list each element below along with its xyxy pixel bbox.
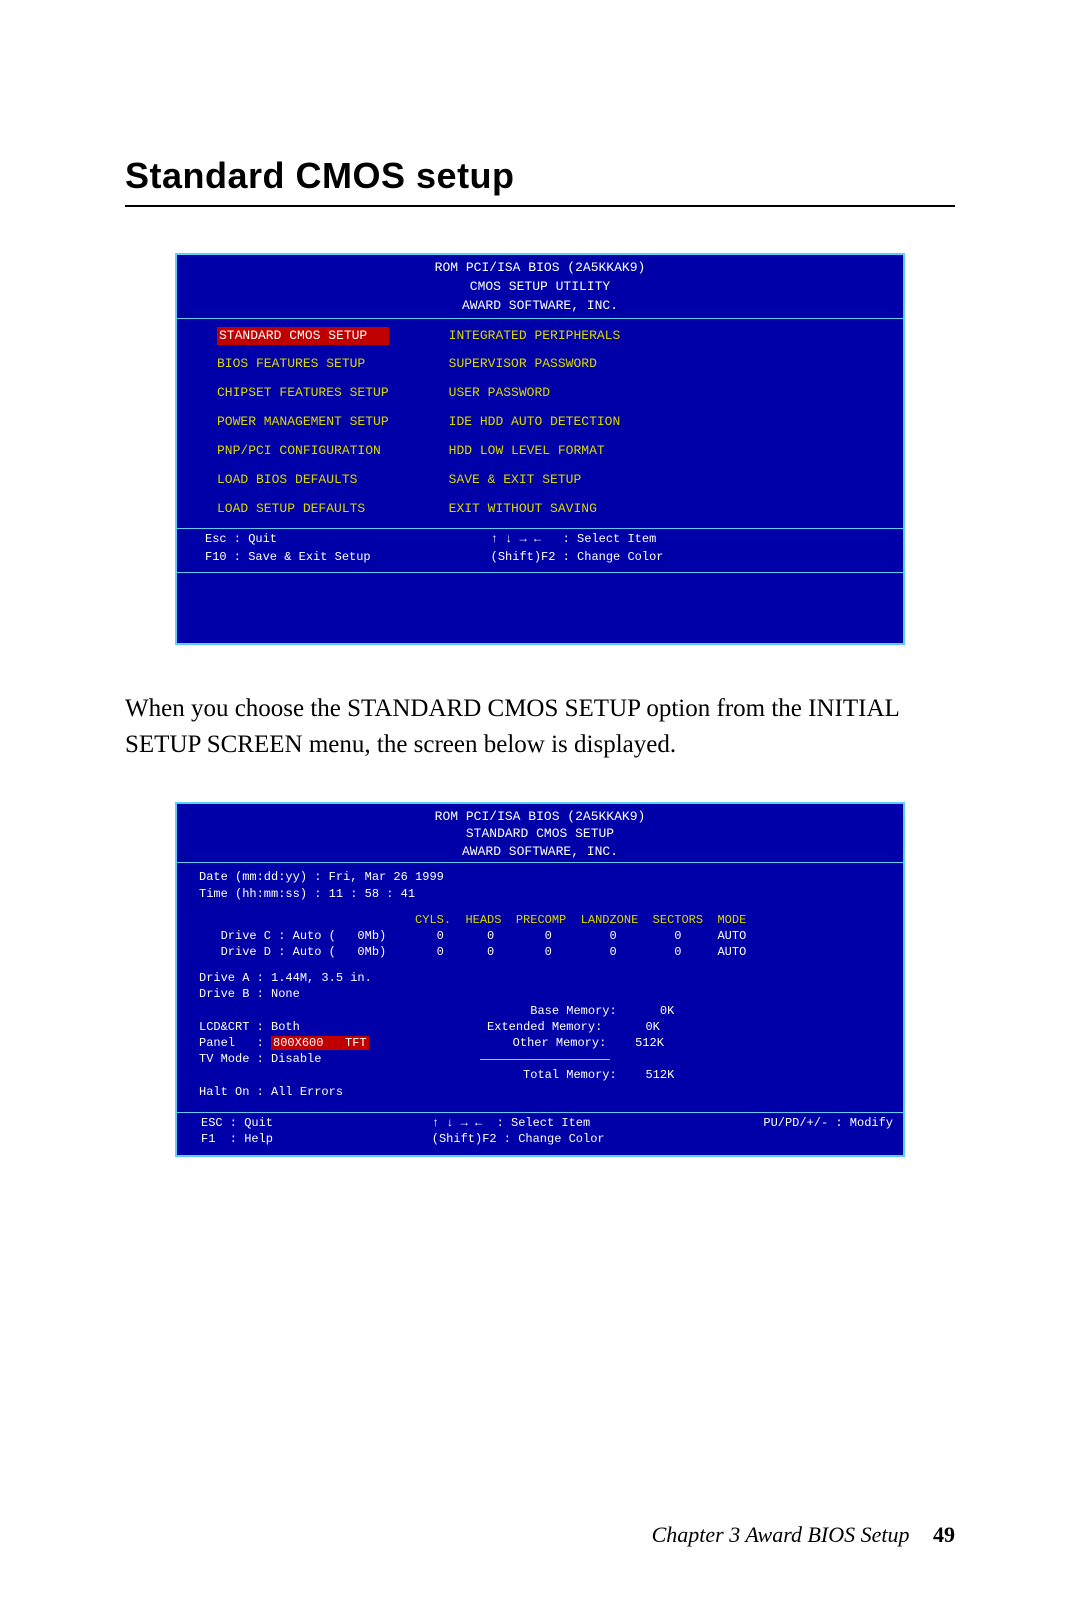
footer-chapter: Chapter 3 Award BIOS Setup — [652, 1522, 910, 1547]
bios2-panel-row: Panel : 800X600 TFT Other Memory: 512K — [199, 1035, 881, 1051]
bios2-drive-d[interactable]: Drive D : Auto ( 0Mb) 0 0 0 0 0 AUTO — [199, 944, 881, 960]
bios1-item-power[interactable]: POWER MANAGEMENT SETUP — [217, 413, 389, 432]
footer-page-number: 49 — [933, 1522, 955, 1547]
bios2-drive-b[interactable]: Drive B : None — [199, 986, 881, 1002]
bios1-item-standard-cmos[interactable]: STANDARD CMOS SETUP — [217, 327, 389, 346]
bios1-left-column: STANDARD CMOS SETUP BIOS FEATURES SETUP … — [217, 327, 389, 519]
bios1-item-save-exit[interactable]: SAVE & EXIT SETUP — [449, 471, 621, 490]
bios-cmos-detail-screenshot: ROM PCI/ISA BIOS (2A5KKAK9) STANDARD CMO… — [175, 802, 905, 1157]
bios2-help-left: ESC : Quit F1 : Help — [201, 1115, 273, 1147]
body-paragraph: When you choose the STANDARD CMOS SETUP … — [125, 691, 955, 764]
bios1-help-left: Esc : Quit F10 : Save & Exit Setup — [205, 531, 371, 566]
bios1-item-ide-auto[interactable]: IDE HDD AUTO DETECTION — [449, 413, 621, 432]
bios2-header: ROM PCI/ISA BIOS (2A5KKAK9) STANDARD CMO… — [177, 804, 903, 863]
bios1-right-column: INTEGRATED PERIPHERALS SUPERVISOR PASSWO… — [449, 327, 621, 519]
bios2-date-row: Date (mm:dd:yy) : Fri, Mar 26 1999 — [199, 869, 881, 885]
bios2-date-value[interactable]: Fri, Mar 26 1999 — [329, 870, 444, 884]
bios1-help-bar: Esc : Quit F10 : Save & Exit Setup ↑ ↓ →… — [177, 529, 903, 572]
bios2-lcd-crt[interactable]: LCD&CRT : Both — [199, 1020, 300, 1034]
bios2-header-l3: AWARD SOFTWARE, INC. — [177, 843, 903, 861]
page-footer: Chapter 3 Award BIOS Setup 49 — [652, 1522, 955, 1548]
bios2-time-label: Time (hh:mm:ss) : — [199, 887, 329, 901]
bios1-header-l1: ROM PCI/ISA BIOS (2A5KKAK9) — [177, 259, 903, 278]
bios1-header-l3: AWARD SOFTWARE, INC. — [177, 297, 903, 316]
bios2-help-right: PU/PD/+/- : Modify — [763, 1115, 893, 1147]
bios1-item-load-bios[interactable]: LOAD BIOS DEFAULTS — [217, 471, 389, 490]
bios1-item-user-pw[interactable]: USER PASSWORD — [449, 384, 621, 403]
page-heading: Standard CMOS setup — [125, 155, 955, 197]
bios1-item-exit-no-save[interactable]: EXIT WITHOUT SAVING — [449, 500, 621, 519]
bios1-item-integrated[interactable]: INTEGRATED PERIPHERALS — [449, 327, 621, 346]
bios2-panel-label: Panel : — [199, 1036, 271, 1050]
bios2-help-mid: ↑ ↓ → ← : Select Item (Shift)F2 : Change… — [432, 1115, 605, 1147]
bios2-time-value[interactable]: 11 : 58 : 41 — [329, 887, 415, 901]
bios1-item-supervisor[interactable]: SUPERVISOR PASSWORD — [449, 355, 621, 374]
bios2-mem-base: Base Memory: 0K — [199, 1003, 881, 1019]
bios2-date-label: Date (mm:dd:yy) : — [199, 870, 329, 884]
bios1-item-hdd-low[interactable]: HDD LOW LEVEL FORMAT — [449, 442, 621, 461]
bios2-content: Date (mm:dd:yy) : Fri, Mar 26 1999 Time … — [177, 863, 903, 1111]
bios1-item-bios-features[interactable]: BIOS FEATURES SETUP — [217, 355, 389, 374]
bios1-item-chipset[interactable]: CHIPSET FEATURES SETUP — [217, 384, 389, 403]
bios2-mem-separator — [480, 1059, 610, 1060]
bios2-halton[interactable]: Halt On : All Errors — [199, 1084, 881, 1100]
bios1-header-l2: CMOS SETUP UTILITY — [177, 278, 903, 297]
bios2-header-l1: ROM PCI/ISA BIOS (2A5KKAK9) — [177, 808, 903, 826]
bios2-drive-a[interactable]: Drive A : 1.44M, 3.5 in. — [199, 970, 881, 986]
bios2-time-row: Time (hh:mm:ss) : 11 : 58 : 41 — [199, 886, 881, 902]
bios2-lcd-crt-row: LCD&CRT : Both Extended Memory: 0K — [199, 1019, 881, 1035]
bios1-help-right: ↑ ↓ → ← : Select Item (Shift)F2 : Change… — [491, 531, 664, 566]
bios2-help-bar: ESC : Quit F1 : Help ↑ ↓ → ← : Select It… — [177, 1113, 903, 1155]
bios1-description-area — [177, 573, 903, 643]
bios1-item-load-setup[interactable]: LOAD SETUP DEFAULTS — [217, 500, 389, 519]
bios2-panel-value[interactable]: 800X600 TFT — [271, 1036, 369, 1050]
bios2-drive-c[interactable]: Drive C : Auto ( 0Mb) 0 0 0 0 0 AUTO — [199, 928, 881, 944]
bios-menu-screenshot: ROM PCI/ISA BIOS (2A5KKAK9) CMOS SETUP U… — [175, 253, 905, 645]
bios1-header: ROM PCI/ISA BIOS (2A5KKAK9) CMOS SETUP U… — [177, 255, 903, 318]
bios2-header-l2: STANDARD CMOS SETUP — [177, 825, 903, 843]
heading-rule — [125, 205, 955, 207]
bios1-item-pnp[interactable]: PNP/PCI CONFIGURATION — [217, 442, 389, 461]
bios2-tvmode[interactable]: TV Mode : Disable — [199, 1052, 321, 1066]
bios1-menu: STANDARD CMOS SETUP BIOS FEATURES SETUP … — [177, 319, 903, 529]
bios2-tvmode-row: TV Mode : Disable — [199, 1051, 881, 1067]
bios2-total-mem: Total Memory: 512K — [199, 1067, 881, 1083]
bios2-drive-header: CYLS. HEADS PRECOMP LANDZONE SECTORS MOD… — [199, 912, 881, 928]
